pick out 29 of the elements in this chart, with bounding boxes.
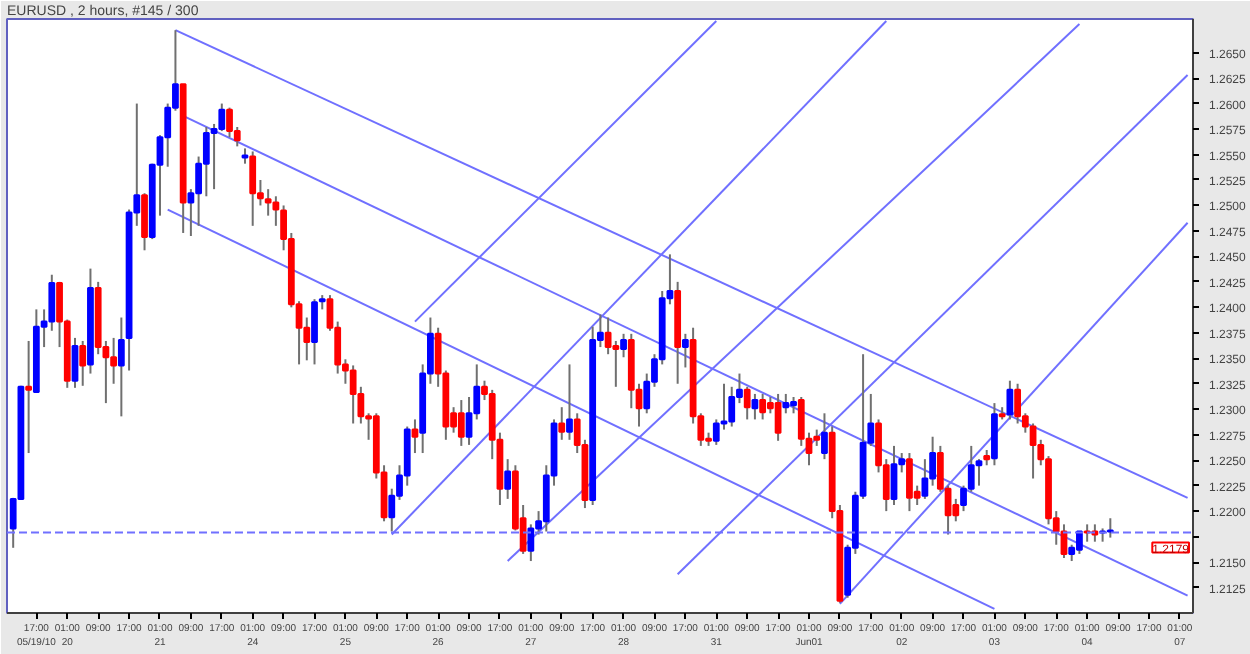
candlestick xyxy=(1076,530,1083,555)
candlestick xyxy=(991,402,998,467)
candlestick xyxy=(226,106,233,139)
candlestick xyxy=(1006,379,1014,421)
candlestick xyxy=(1106,517,1114,539)
candlestick xyxy=(743,385,751,421)
candlestick xyxy=(504,458,512,500)
candlestick xyxy=(1014,382,1022,425)
candlestick xyxy=(527,523,535,563)
candlestick xyxy=(681,332,689,369)
candlestick xyxy=(566,363,573,441)
candlestick xyxy=(25,339,33,455)
candlestick xyxy=(457,399,465,447)
candlestick xyxy=(249,150,257,227)
candlestick xyxy=(71,336,79,389)
candlestick xyxy=(906,452,913,513)
candlestick xyxy=(558,406,566,441)
candlestick xyxy=(975,458,983,487)
candlestick xyxy=(890,444,898,506)
candlestick xyxy=(821,412,828,461)
candlestick xyxy=(1029,422,1037,480)
candlestick xyxy=(751,392,759,421)
candlestick xyxy=(921,458,929,500)
candlestick xyxy=(782,392,790,415)
candlestick xyxy=(759,392,767,421)
candlestick xyxy=(774,392,782,442)
candlestick xyxy=(411,418,419,455)
candlestick xyxy=(311,298,318,366)
candlestick xyxy=(349,364,357,425)
